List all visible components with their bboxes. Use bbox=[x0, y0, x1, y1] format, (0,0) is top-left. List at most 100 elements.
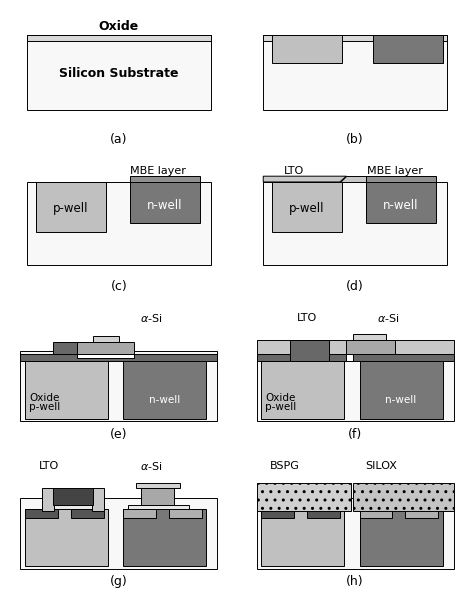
Bar bbox=[261, 361, 344, 419]
Text: p+: p+ bbox=[179, 508, 193, 518]
Bar bbox=[373, 483, 416, 488]
Bar bbox=[257, 499, 454, 569]
Bar bbox=[257, 351, 454, 421]
Bar bbox=[20, 353, 217, 361]
Text: p+: p+ bbox=[369, 508, 383, 518]
Text: n-well: n-well bbox=[390, 43, 425, 56]
Bar bbox=[36, 182, 106, 232]
Bar bbox=[279, 505, 340, 509]
Text: n+: n+ bbox=[80, 508, 94, 518]
Bar bbox=[328, 488, 340, 511]
Text: n-well: n-well bbox=[385, 395, 417, 405]
Text: LTO: LTO bbox=[284, 166, 304, 176]
Bar bbox=[130, 176, 200, 182]
Bar bbox=[353, 483, 454, 511]
Text: (h): (h) bbox=[346, 575, 364, 588]
Bar bbox=[290, 340, 329, 361]
Bar bbox=[353, 334, 386, 340]
Text: $\alpha$-Si: $\alpha$-Si bbox=[140, 313, 163, 325]
Bar bbox=[92, 337, 119, 342]
Text: Oxide: Oxide bbox=[29, 394, 60, 403]
Text: p-well: p-well bbox=[29, 403, 60, 412]
Bar bbox=[77, 342, 134, 353]
Bar bbox=[257, 483, 351, 511]
Text: Oxide: Oxide bbox=[265, 394, 296, 403]
Text: (c): (c) bbox=[110, 280, 127, 293]
Bar bbox=[346, 353, 353, 361]
Bar bbox=[20, 499, 217, 569]
Text: p-well: p-well bbox=[53, 202, 89, 215]
Text: (d): (d) bbox=[346, 280, 364, 293]
Bar bbox=[346, 340, 394, 353]
Text: p-well: p-well bbox=[289, 43, 325, 56]
Text: p-well: p-well bbox=[265, 403, 296, 412]
Bar bbox=[27, 35, 211, 110]
Text: SILOX: SILOX bbox=[365, 461, 397, 470]
Bar bbox=[257, 353, 454, 361]
Bar bbox=[290, 488, 329, 505]
Bar bbox=[25, 509, 108, 566]
Text: LTO: LTO bbox=[297, 313, 317, 323]
Bar bbox=[272, 35, 342, 63]
Bar bbox=[71, 509, 103, 518]
Bar bbox=[263, 35, 447, 41]
Text: n-well: n-well bbox=[383, 199, 419, 212]
Text: n+: n+ bbox=[316, 508, 330, 518]
Bar bbox=[91, 488, 103, 511]
Text: LTO: LTO bbox=[39, 461, 59, 470]
Bar bbox=[364, 505, 425, 509]
Text: n+: n+ bbox=[270, 508, 284, 518]
Bar bbox=[141, 488, 173, 505]
Bar bbox=[257, 340, 454, 353]
Bar bbox=[272, 182, 342, 232]
Bar bbox=[42, 488, 55, 511]
Bar bbox=[405, 509, 438, 518]
Bar bbox=[359, 509, 392, 518]
Bar bbox=[128, 505, 189, 509]
Bar bbox=[137, 483, 180, 488]
Bar bbox=[169, 509, 202, 518]
Text: (e): (e) bbox=[110, 428, 128, 441]
Bar bbox=[130, 182, 200, 223]
Polygon shape bbox=[263, 176, 346, 182]
Bar bbox=[261, 509, 344, 566]
Bar bbox=[366, 182, 436, 223]
Bar bbox=[123, 509, 206, 566]
Bar bbox=[263, 182, 447, 265]
Bar bbox=[77, 353, 134, 358]
Text: $\alpha$-Si: $\alpha$-Si bbox=[377, 313, 399, 325]
Bar bbox=[366, 176, 436, 182]
Text: n-well: n-well bbox=[147, 199, 182, 212]
Bar bbox=[373, 35, 443, 63]
Text: p-well: p-well bbox=[289, 202, 325, 215]
Polygon shape bbox=[340, 176, 366, 182]
Text: $\alpha$-Si: $\alpha$-Si bbox=[140, 460, 163, 472]
Bar bbox=[20, 351, 217, 421]
Bar bbox=[123, 509, 156, 518]
Text: BSPG: BSPG bbox=[270, 461, 300, 470]
Bar bbox=[27, 182, 211, 265]
Text: MBE layer: MBE layer bbox=[366, 166, 422, 176]
Text: (a): (a) bbox=[110, 133, 128, 146]
Bar bbox=[123, 361, 206, 419]
Bar bbox=[377, 488, 410, 505]
Bar bbox=[25, 361, 108, 419]
Bar bbox=[261, 509, 294, 518]
Text: Oxide: Oxide bbox=[99, 20, 139, 34]
Text: p+: p+ bbox=[133, 508, 147, 518]
Bar bbox=[279, 488, 291, 511]
Bar bbox=[27, 35, 211, 41]
Text: MBE layer: MBE layer bbox=[130, 166, 186, 176]
Bar bbox=[263, 35, 447, 110]
Bar bbox=[359, 509, 443, 566]
Text: n-well: n-well bbox=[149, 395, 181, 405]
Text: Silicon Substrate: Silicon Substrate bbox=[59, 67, 179, 80]
Bar bbox=[25, 509, 58, 518]
Text: p+: p+ bbox=[415, 508, 429, 518]
Text: (b): (b) bbox=[346, 133, 364, 146]
Bar bbox=[42, 505, 103, 509]
Bar bbox=[359, 361, 443, 419]
Bar bbox=[53, 342, 92, 353]
Text: n+: n+ bbox=[34, 508, 48, 518]
Bar bbox=[307, 509, 340, 518]
